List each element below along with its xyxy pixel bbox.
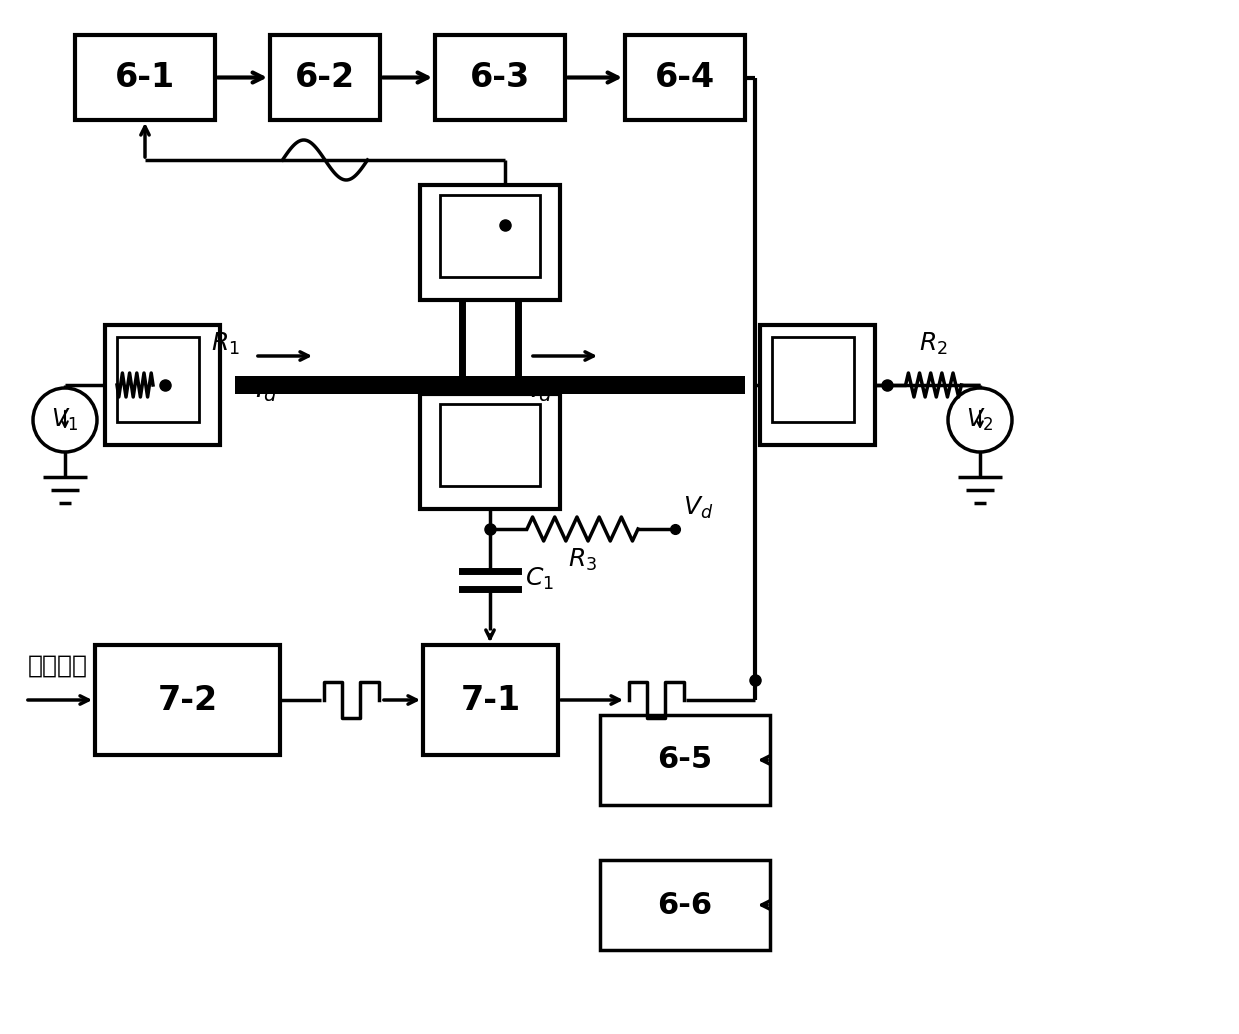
Bar [420,185,560,300]
Bar [76,35,216,120]
Text: 7-1: 7-1 [461,683,520,717]
Text: $V_d$: $V_d$ [683,495,714,521]
Bar [440,195,540,277]
Text: 6-4: 6-4 [655,61,715,94]
Bar [235,376,745,394]
Text: $V_2$: $V_2$ [966,407,994,433]
Bar [435,35,565,120]
Bar [105,325,221,445]
Text: $I_d$: $I_d$ [530,374,553,404]
Bar [760,325,875,445]
Bar [772,337,854,422]
Text: 6-1: 6-1 [115,61,175,94]
Bar [600,860,769,950]
Text: $R_3$: $R_3$ [569,547,597,573]
Bar [95,645,280,755]
Text: 输入信号: 输入信号 [28,653,88,678]
Bar [270,35,380,120]
Text: $C_1$: $C_1$ [525,566,554,592]
Text: $R_2$: $R_2$ [918,331,948,357]
Text: 6-6: 6-6 [658,890,712,919]
Bar [420,394,560,509]
Text: 6-3: 6-3 [470,61,530,94]
Bar [624,35,745,120]
Text: $R_1$: $R_1$ [211,331,239,357]
Bar [440,404,540,486]
Bar [600,714,769,805]
Text: $I_d$: $I_d$ [255,374,278,404]
Text: $V_1$: $V_1$ [52,407,78,433]
Bar [116,337,199,422]
Bar [422,645,558,755]
Text: 6-2: 6-2 [295,61,356,94]
Text: 6-5: 6-5 [658,746,712,774]
Text: 7-2: 7-2 [157,683,218,717]
